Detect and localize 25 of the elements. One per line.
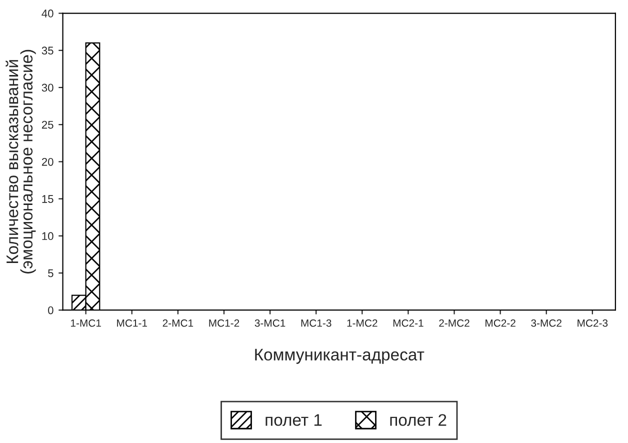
y-axis-title: Количество высказываний (эмоциональное несогласие) xyxy=(6,50,36,274)
x-tick-label: МС2-3 xyxy=(578,319,608,327)
y-tick-label: 40 xyxy=(42,10,54,18)
x-tick-label: 3-МС1 xyxy=(254,319,286,327)
y-tick-label: 0 xyxy=(48,306,54,314)
y-tick-label: 10 xyxy=(42,232,54,240)
y-tick-label: 30 xyxy=(42,84,54,92)
x-tick-label: 1-МС1 xyxy=(70,319,101,327)
x-tick-label: МС1-1 xyxy=(117,319,147,327)
x-tick-label: 1-МС2 xyxy=(347,319,378,327)
y-tick-label: 35 xyxy=(42,46,54,55)
x-tick-label: МС2-1 xyxy=(393,319,424,327)
y-tick-label: 25 xyxy=(42,120,54,129)
y-tick-label: 15 xyxy=(42,195,54,203)
x-tick-label: 2-МС2 xyxy=(439,319,470,327)
legend-label: полет 2 xyxy=(390,414,446,426)
y-tick-label: 5 xyxy=(48,269,54,278)
x-axis-title: Коммуникант-адресат xyxy=(255,348,424,364)
x-tick-label: МС1-2 xyxy=(209,319,240,327)
x-tick-label: МС1-3 xyxy=(301,319,332,327)
legend-label: полет 1 xyxy=(266,414,322,426)
x-tick-label: МС2-2 xyxy=(486,319,516,327)
x-tick-label: 3-МС2 xyxy=(531,319,562,327)
x-tick-label: 2-МС1 xyxy=(162,319,194,327)
y-tick-label: 20 xyxy=(42,158,54,166)
